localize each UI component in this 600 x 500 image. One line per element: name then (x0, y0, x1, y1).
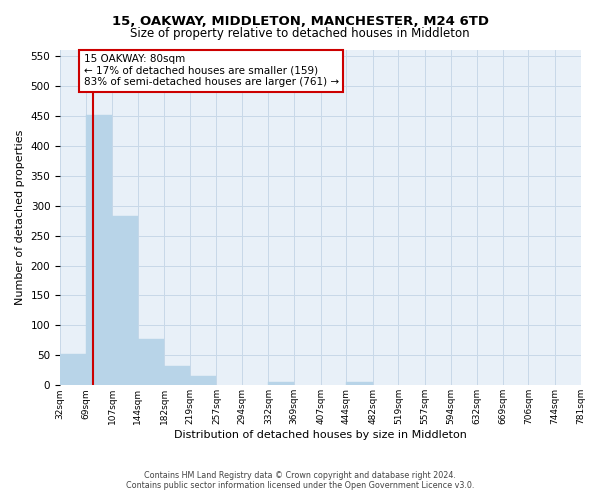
Y-axis label: Number of detached properties: Number of detached properties (15, 130, 25, 306)
Bar (86, 116, 112, 386)
Bar (112, 216, 138, 386)
Text: 15 OAKWAY: 80sqm
← 17% of detached houses are smaller (159)
83% of semi-detached: 15 OAKWAY: 80sqm ← 17% of detached house… (83, 54, 339, 88)
X-axis label: Distribution of detached houses by size in Middleton: Distribution of detached houses by size … (174, 430, 467, 440)
Bar (164, 366, 190, 386)
Bar (138, 338, 164, 386)
Text: 15, OAKWAY, MIDDLETON, MANCHESTER, M24 6TD: 15, OAKWAY, MIDDLETON, MANCHESTER, M24 6… (112, 15, 488, 28)
Bar (60, 354, 86, 386)
Text: Size of property relative to detached houses in Middleton: Size of property relative to detached ho… (130, 28, 470, 40)
Bar (190, 376, 217, 386)
Text: Contains HM Land Registry data © Crown copyright and database right 2024.
Contai: Contains HM Land Registry data © Crown c… (126, 470, 474, 490)
Bar (346, 382, 373, 386)
Bar (268, 382, 294, 386)
